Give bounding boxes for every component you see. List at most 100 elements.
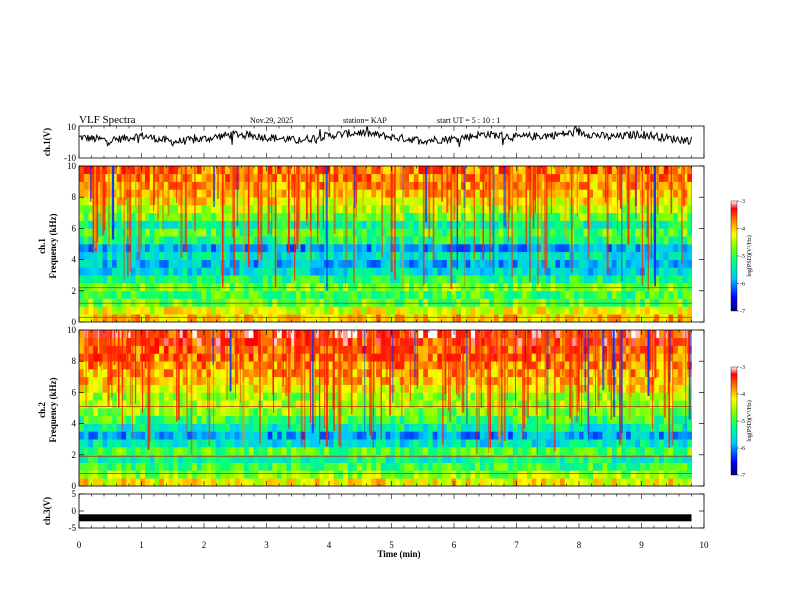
ch1-spectrogram-cell	[475, 205, 481, 214]
ch2-spectrogram-cell	[673, 454, 679, 463]
ch2-spectrogram-cell	[460, 439, 466, 448]
ch1-spectrogram-sferic-streak	[535, 166, 536, 212]
ch2-spectrogram-cell	[394, 408, 400, 417]
ch1-spectrogram-cell	[305, 259, 311, 268]
ch2-spectrogram-cell	[413, 376, 419, 385]
ch1-spectrogram-cell	[135, 205, 141, 214]
ch1-spectrogram-cell	[677, 189, 683, 198]
ch1-spectrogram-cell	[578, 244, 584, 253]
ch2-spectrogram-cell	[630, 447, 636, 456]
ch1-spectrogram-cell	[550, 189, 556, 198]
ch1-spectrogram-cell	[592, 306, 598, 315]
ch1-spectrogram-sferic-streak	[274, 166, 277, 288]
ch2-spectrogram-cell	[371, 439, 377, 448]
ch2-spectrogram-cell	[559, 462, 565, 471]
ch2-spectrogram-cell	[239, 462, 245, 471]
ch1-spectrogram-cell	[126, 306, 132, 315]
ch1-spectrogram-cell	[550, 290, 556, 299]
ch1-spectrogram-cell	[361, 189, 367, 198]
ch1-spectrogram-cell	[244, 236, 250, 245]
ch2-spectrogram-cell	[211, 423, 217, 432]
ch1-spectrogram-cell	[347, 267, 353, 276]
ch1-spectrogram-cell	[470, 181, 476, 190]
ch2-spectrogram-cell	[83, 361, 89, 370]
ch2-spectrogram-cell	[182, 423, 188, 432]
ch1-spectrogram-cell	[206, 306, 212, 315]
ch1-spectrogram-cell	[390, 244, 396, 253]
ch2-spectrogram-cell	[192, 415, 198, 424]
ch2-spectrogram-cell	[239, 447, 245, 456]
ch2-spectrogram-cell	[366, 462, 372, 471]
ch2-spectrogram-cell	[281, 470, 287, 479]
ch1-spectrogram-cell	[437, 228, 443, 237]
ch1-spectrogram-cell	[211, 228, 217, 237]
ch1-spectrogram-cell	[682, 244, 688, 253]
ch2-spectrogram-cell	[187, 423, 193, 432]
ch1-spectrogram-cell	[475, 166, 481, 175]
ch1-spectrogram-cell	[79, 259, 85, 268]
ch2-spectrogram-cell	[380, 431, 386, 440]
ch1-spectrogram-cell	[654, 205, 660, 214]
ch1-spectrogram-cell	[583, 173, 589, 182]
ch2-spectrogram-cell	[545, 462, 551, 471]
ch1-spectrogram-cell	[630, 244, 636, 253]
ch2-spectrogram-cell	[380, 400, 386, 409]
ch1-spectrogram-cell	[493, 275, 499, 284]
ch1-spectrogram-cell	[508, 173, 514, 182]
ch2-spectrogram-cell	[380, 408, 386, 417]
ch1-spectrogram-cell	[371, 275, 377, 284]
ch2-spectrogram-cell	[234, 392, 240, 401]
ch1-spectrogram-cell	[97, 290, 103, 299]
ch1-spectrogram-cell	[277, 197, 283, 206]
ch1-spectrogram-cell	[574, 251, 580, 260]
ch1-spectrogram-sferic-streak	[456, 166, 459, 270]
ch1-spectrogram-cell	[602, 251, 608, 260]
ch1-spectrogram-cell	[328, 306, 334, 315]
ch2-spectrogram-cell	[130, 392, 136, 401]
ch2-spectrogram-cell	[460, 470, 466, 479]
ch2-spectrogram-cell	[588, 470, 594, 479]
ch1-spectrogram-cell	[394, 166, 400, 175]
ch1-spectrogram-cell	[578, 212, 584, 221]
ch1-spectrogram-cell	[644, 298, 650, 307]
ch1-spectrogram-cell	[602, 290, 608, 299]
ch2-spectrogram-cell	[559, 376, 565, 385]
ch1-spectrogram-cell	[376, 236, 382, 245]
ch1-spectrogram-cell	[550, 267, 556, 276]
ch1-spectrogram-cell	[328, 314, 334, 323]
ch1-spectrogram-cell	[385, 314, 391, 323]
ch2-spectrogram-cell	[343, 447, 349, 456]
ch1-spectrogram-cell	[427, 236, 433, 245]
ch1-spectrogram-cell	[319, 306, 325, 315]
ch2-spectrogram-cell	[328, 384, 334, 393]
ch2-spectrogram-cell	[404, 447, 410, 456]
ch1-spectrogram-cell	[399, 189, 405, 198]
ch1-spectrogram-cell	[126, 189, 132, 198]
ch1-spectrogram-sferic-streak	[446, 166, 449, 213]
ch2-spectrogram-cell	[112, 408, 118, 417]
ch1-spectrogram-cell	[451, 283, 457, 292]
ch2-spectrogram-cell	[220, 392, 226, 401]
ch1-spectrogram-cell	[376, 181, 382, 190]
ch1-spectrogram-cell	[130, 189, 136, 198]
ch2-spectrogram-cell	[451, 376, 457, 385]
ch1-spectrogram-cell	[442, 290, 448, 299]
ch2-spectrogram-cell	[93, 361, 99, 370]
ch1-spectrogram-cell	[112, 283, 118, 292]
ch1-spectrogram-cell	[649, 251, 655, 260]
ch2-spectrogram-cell	[305, 478, 311, 487]
ch1-spectrogram-cell	[427, 306, 433, 315]
ch1-spectrogram-cell	[409, 314, 415, 323]
ch2-spectrogram-cell	[541, 376, 547, 385]
ch1-spectrogram-sferic-streak	[627, 166, 630, 245]
ch2-spectrogram-cell	[404, 369, 410, 378]
ch1-spectrogram-cell	[673, 267, 679, 276]
ch2-spectrogram-cell	[564, 462, 570, 471]
ch1-spectrogram-cell	[149, 283, 155, 292]
ch2-spectrogram-cell	[215, 423, 221, 432]
ch2-spectrogram-cell	[220, 447, 226, 456]
ch1-spectrogram-cell	[225, 244, 231, 253]
ch1-spectrogram-cell	[460, 173, 466, 182]
ch1-spectrogram-cell	[654, 275, 660, 284]
ch1-spectrogram-cell	[97, 298, 103, 307]
